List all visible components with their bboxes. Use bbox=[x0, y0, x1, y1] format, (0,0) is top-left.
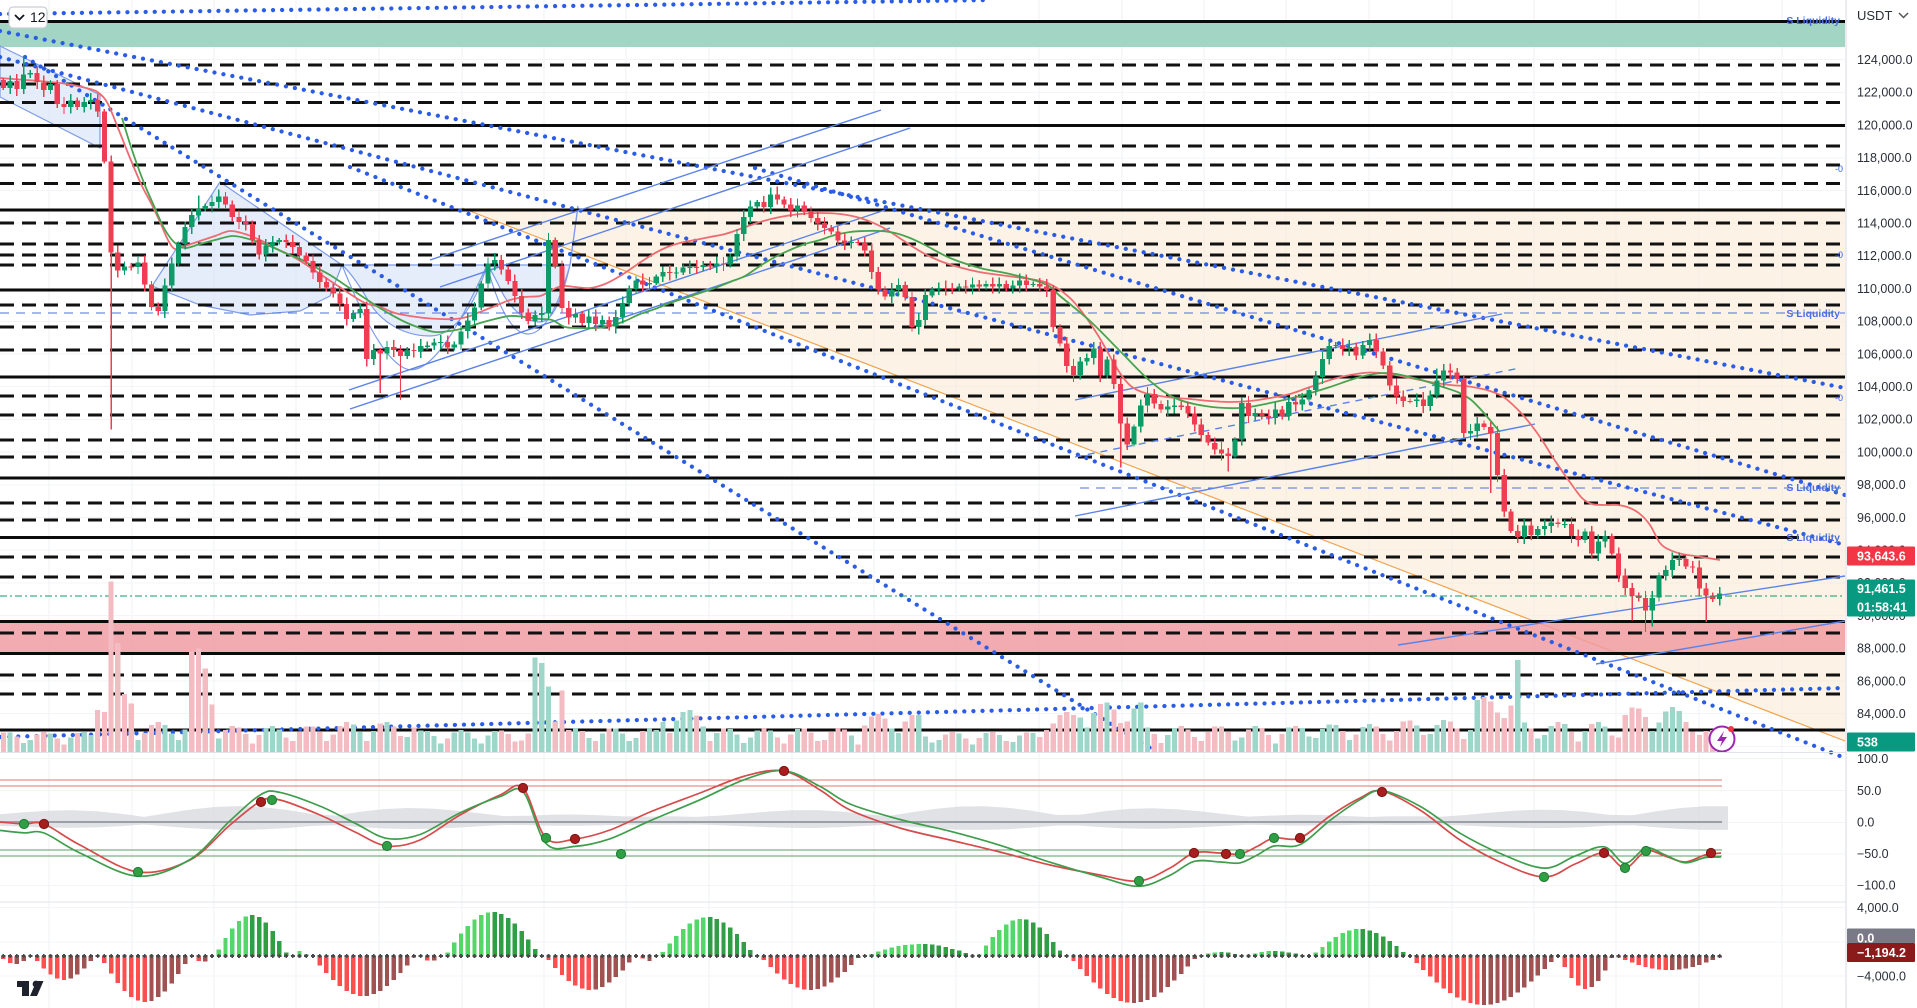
svg-text:S Liquidity: S Liquidity bbox=[1786, 532, 1840, 544]
svg-text:S Liquidity: S Liquidity bbox=[1786, 482, 1840, 494]
svg-text:84,000.0: 84,000.0 bbox=[1857, 707, 1906, 721]
svg-text:−4,000.0: −4,000.0 bbox=[1857, 969, 1906, 983]
svg-text:120,000.0: 120,000.0 bbox=[1857, 118, 1913, 132]
svg-text:96,000.0: 96,000.0 bbox=[1857, 511, 1906, 525]
svg-text:106,000.0: 106,000.0 bbox=[1857, 347, 1913, 361]
svg-text:98,000.0: 98,000.0 bbox=[1857, 478, 1906, 492]
svg-text:538: 538 bbox=[1857, 735, 1878, 749]
svg-text:−100.0: −100.0 bbox=[1857, 879, 1896, 893]
svg-text:91,461.5: 91,461.5 bbox=[1857, 582, 1906, 596]
svg-text:110,000.0: 110,000.0 bbox=[1857, 282, 1912, 296]
svg-text:−50.0: −50.0 bbox=[1857, 847, 1889, 861]
svg-text:108,000.0: 108,000.0 bbox=[1857, 315, 1913, 329]
svg-text:114,000.0: 114,000.0 bbox=[1857, 217, 1912, 231]
svg-text:-0: -0 bbox=[1835, 250, 1843, 260]
svg-text:100.0: 100.0 bbox=[1857, 752, 1888, 766]
svg-text:S Liquidity: S Liquidity bbox=[1786, 15, 1840, 27]
svg-text:4,000.0: 4,000.0 bbox=[1857, 901, 1899, 915]
svg-text:88,000.0: 88,000.0 bbox=[1857, 642, 1906, 656]
svg-text:86,000.0: 86,000.0 bbox=[1857, 674, 1906, 688]
svg-text:USDT: USDT bbox=[1857, 8, 1892, 23]
svg-text:124,000.0: 124,000.0 bbox=[1857, 53, 1913, 67]
svg-text:102,000.0: 102,000.0 bbox=[1857, 413, 1913, 427]
svg-text:0.0: 0.0 bbox=[1857, 816, 1874, 830]
svg-text:112,000.0: 112,000.0 bbox=[1857, 249, 1912, 263]
svg-text:01:58:41: 01:58:41 bbox=[1857, 601, 1907, 615]
svg-text:122,000.0: 122,000.0 bbox=[1857, 86, 1913, 100]
svg-text:0.0: 0.0 bbox=[1857, 931, 1874, 945]
svg-text:104,000.0: 104,000.0 bbox=[1857, 380, 1913, 394]
svg-text:116,000.0: 116,000.0 bbox=[1857, 184, 1912, 198]
svg-text:S Liquidity: S Liquidity bbox=[1786, 308, 1840, 320]
svg-text:12: 12 bbox=[30, 9, 46, 25]
svg-text:100,000.0: 100,000.0 bbox=[1857, 445, 1913, 459]
svg-text:118,000.0: 118,000.0 bbox=[1857, 151, 1912, 165]
svg-text:−1,194.2: −1,194.2 bbox=[1857, 946, 1906, 960]
svg-text:-0: -0 bbox=[1835, 164, 1843, 174]
svg-text:93,643.6: 93,643.6 bbox=[1857, 549, 1906, 563]
svg-text:50.0: 50.0 bbox=[1857, 784, 1881, 798]
svg-text:-0: -0 bbox=[1835, 393, 1843, 403]
